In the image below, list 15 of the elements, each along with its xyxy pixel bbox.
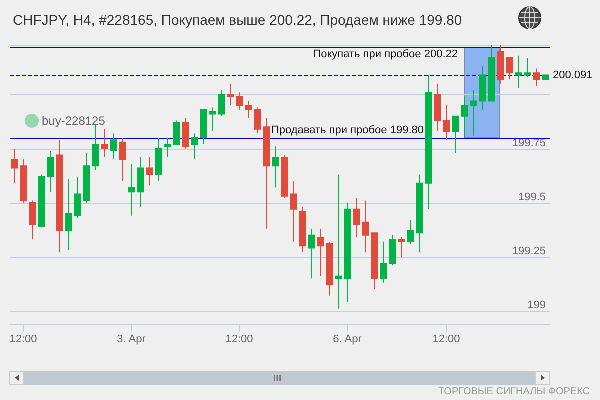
ref-line-label: Продавать при пробое 199.80: [271, 124, 424, 136]
y-tick-label: 199: [528, 300, 546, 312]
y-tick-label: 199.25: [512, 245, 546, 258]
y-tick-label: 199.75: [512, 137, 546, 150]
annotation: buy-228125: [42, 114, 106, 128]
ref-line-label: 200.091: [553, 69, 593, 82]
x-tick-label: 3. Apr: [117, 334, 146, 346]
ref-line-label: Покупать при пробое 200.22: [313, 48, 458, 61]
text: ТОРГОВЫЕ СИГНАЛЫ ФОРЕКС: [438, 386, 590, 398]
x-tick-label: 6. Apr: [333, 334, 362, 346]
x-tick-label: 12:00: [432, 334, 460, 346]
x-tick-label: 12:00: [226, 334, 254, 346]
y-tick-label: 199.5: [518, 191, 546, 204]
x-tick-label: 12:00: [10, 334, 38, 346]
chart-title: CHFJPY, H4, #228165, Покупаем выше 200.22, Продаем ниже 199.80: [13, 12, 462, 28]
